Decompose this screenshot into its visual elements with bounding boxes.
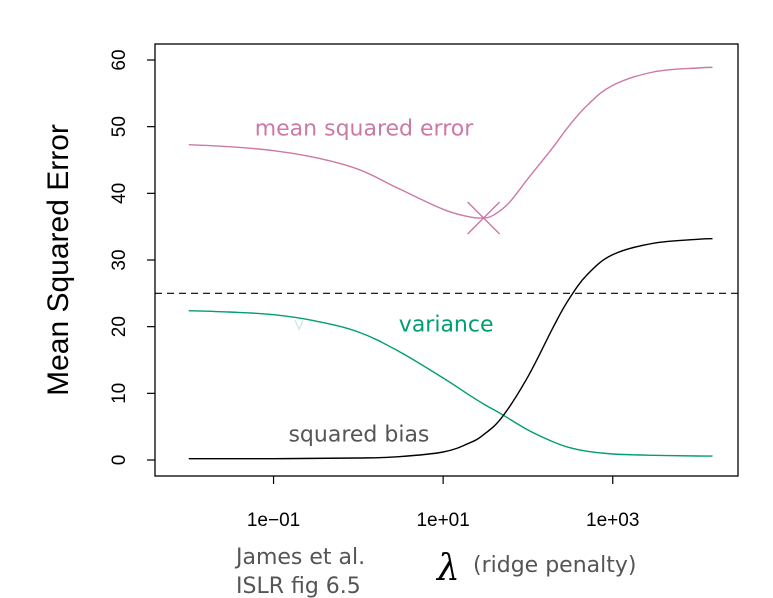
y-tick-label: 60 (109, 49, 130, 70)
y-tick-label: 0 (109, 455, 130, 466)
mse-minimum-marker-stroke (467, 201, 501, 235)
x-axis-label-text: (ridge penalty) (473, 553, 636, 578)
caption-line: James et al. (234, 545, 365, 570)
variance-faint-marker (294, 320, 304, 331)
series-line-variance (188, 309, 713, 457)
y-axis-title: Mean Squared Error (42, 124, 75, 396)
annotation-variance: variance (399, 312, 494, 337)
mse-minimum-marker (467, 201, 501, 235)
caption-line: ISLR fig 6.5 (236, 574, 361, 598)
annotation-squared-bias: squared bias (288, 422, 429, 447)
y-tick-label: 40 (109, 183, 130, 204)
series-line-mean-squared-error (188, 66, 713, 219)
y-tick-label: 10 (109, 383, 130, 404)
series-line-squared-bias (188, 237, 713, 460)
x-axis-lambda-symbol: λ (435, 548, 460, 589)
y-tick-label: 50 (109, 116, 130, 137)
annotation-mean-squared-error: mean squared error (255, 116, 475, 141)
x-tick-label: 1e+03 (586, 510, 639, 531)
x-tick-label: 1e+01 (416, 510, 469, 531)
y-tick-label: 20 (109, 316, 130, 337)
y-tick-label: 30 (109, 249, 130, 270)
x-tick-label: 1e−01 (247, 510, 300, 531)
plot-frame (154, 43, 739, 477)
